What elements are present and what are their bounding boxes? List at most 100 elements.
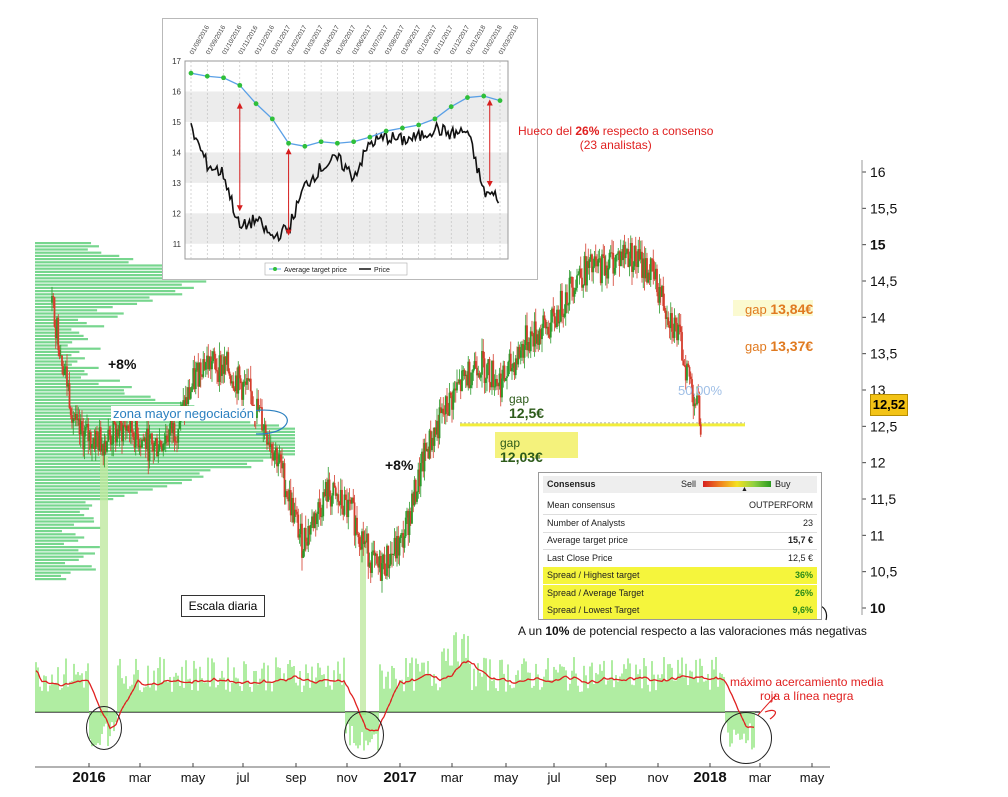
candle-body [301,523,303,558]
candle-body [563,313,566,317]
candle-body [587,261,590,268]
candle-body [394,537,397,559]
candle-body [692,393,695,407]
candle-body [206,355,208,363]
candle-body [238,366,241,379]
candle-body [498,373,501,387]
candle-body [636,261,638,268]
maximo-line-2: roja a línea negra [760,689,854,703]
candle-body [468,361,471,388]
y-tick-label: 15,5 [870,200,897,216]
candle-body [369,562,372,573]
candle-body [392,554,395,556]
oscillator-circle-3 [720,712,772,764]
candle-body [569,276,572,278]
y-tick-label: 12,5 [870,418,897,434]
candle-body [128,431,131,433]
candle-body [693,403,696,407]
candle-body [541,328,543,340]
candle-body [501,378,503,398]
candle-body [344,494,347,500]
candle-body [94,431,97,450]
candle-body [638,249,641,260]
candle-body [193,368,196,390]
candle-body [74,414,77,420]
inset-y-tick-label: 17 [172,57,181,66]
candle-body [178,421,181,429]
candle-body [289,490,292,516]
candle-body [564,292,567,314]
candle-body [354,517,357,536]
candle-body [399,534,402,538]
candle-body [664,310,667,319]
candle-body [61,355,63,367]
candle-body [619,251,622,266]
candle-body [126,425,128,431]
candle-body [313,513,316,529]
gap-word: gap [500,436,521,450]
candle-body [197,362,200,387]
candle-body [272,453,275,461]
candle-body [446,396,448,413]
candle-body [586,261,588,286]
candle-body [103,440,106,456]
candle-body [626,249,628,254]
gap-box-12-03 [495,432,578,458]
candle-body [274,447,277,453]
candle-body [151,433,153,445]
candle-body [81,421,83,431]
y-tick-label: 14,5 [870,273,897,289]
candle-body [98,427,101,451]
candle-body [627,249,630,267]
volume-profile-bar [35,373,88,376]
volume-profile-bar [35,363,72,366]
candle-body [652,259,655,272]
candle-body [427,448,430,459]
candle-body [602,254,605,257]
x-tick-label: nov [648,770,669,785]
consensus-header: Consensus Sell ▲ Buy [543,476,817,493]
hueco-post: respecto a consenso [599,124,714,138]
candle-body [688,366,691,377]
candle-body [221,364,223,376]
candle-body [488,359,491,383]
candle-body [217,371,220,382]
candle-body [331,495,333,507]
candle-body [667,317,670,325]
candle-body [241,383,243,400]
candle-body [286,491,288,498]
x-axis: 2016 mar may jul sep nov 2017 mar may jul sep nov 20… [35,763,830,786]
candle-body [174,441,177,443]
candle-body [187,387,190,404]
volume-profile-bar [35,251,102,254]
volume-profile-bar [35,488,153,491]
x-tick-label: 2016 [72,769,105,786]
candle-body [578,268,581,275]
volume-profile-bar [35,277,209,280]
candle-body [198,362,201,387]
consensus-row-label: Spread / Highest target [547,570,640,580]
volume-profile-bar [35,475,204,478]
candle-body [679,326,682,333]
candle-body [591,254,593,273]
candle-body [517,346,520,365]
candle-body [682,360,685,366]
candle-body [323,492,326,497]
volume-profile-bar [35,523,74,526]
candle-body [419,463,422,487]
candle-body [462,370,465,372]
candle-body [168,429,171,443]
candle-body [276,447,278,467]
candle-body [299,523,302,535]
candle-body [202,359,205,377]
candle-body [328,479,331,497]
volume-profile-bar [35,264,174,267]
candle-body [356,517,358,534]
candle-body [201,374,203,377]
candle-body [699,424,702,435]
candle-body [298,534,301,538]
inset-target-line [190,72,501,147]
inset-target-point [269,116,275,122]
candle-body [318,502,321,508]
candle-body [348,499,351,501]
